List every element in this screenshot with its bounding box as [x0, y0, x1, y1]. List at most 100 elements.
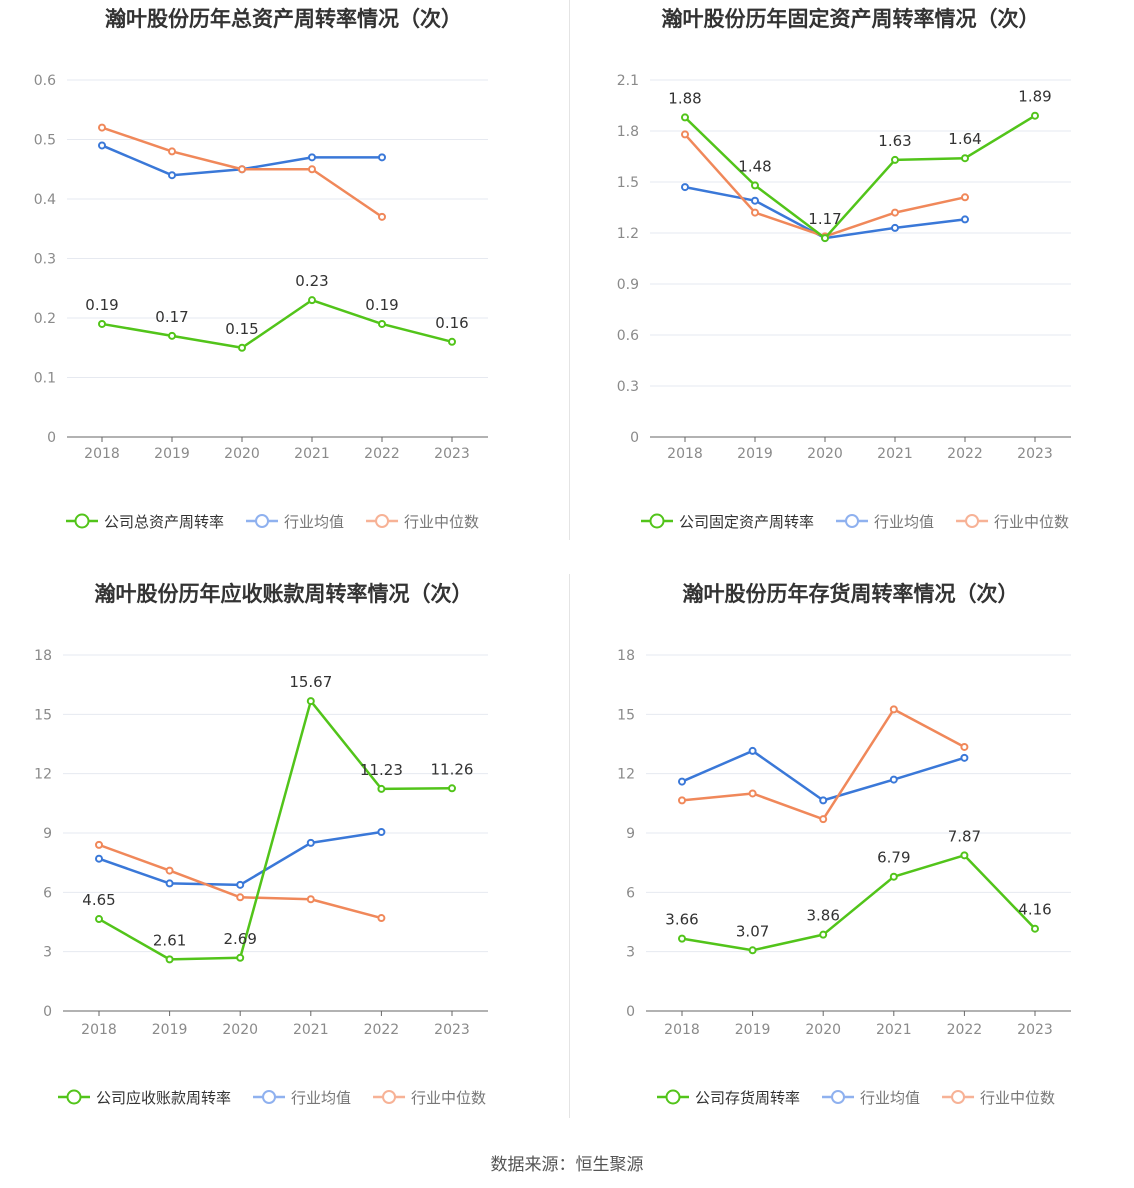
data-label: 1.63	[878, 132, 911, 150]
x-tick-label: 2018	[664, 1022, 700, 1038]
legend: 公司应收账款周转率 行业均值 行业中位数	[58, 1089, 486, 1107]
data-point	[960, 753, 969, 762]
data-label: 3.86	[806, 907, 839, 925]
x-tick-label: 2021	[877, 446, 913, 462]
data-point	[960, 851, 969, 860]
data-label: 11.23	[360, 761, 403, 779]
series-line	[681, 749, 965, 802]
series-company: 4.65 2.61 2.69 15.67 11.23 11.26	[82, 673, 474, 964]
data-point	[1031, 924, 1039, 933]
legend-entry-label: 行业均值	[291, 1089, 351, 1107]
data-point	[168, 171, 176, 180]
data-label: 1.48	[738, 157, 771, 175]
data-label: 0.15	[225, 320, 258, 338]
data-point	[678, 934, 686, 943]
chart-title: 瀚叶股份历年应收账款周转率情况（次）	[95, 582, 473, 606]
legend-swatch-marker	[382, 1090, 397, 1104]
legend: 公司固定资产周转率 行业均值 行业中位数	[641, 513, 1069, 531]
data-label: 1.89	[1018, 88, 1051, 106]
legend-entry-label: 行业均值	[860, 1089, 920, 1107]
series-line	[98, 830, 382, 887]
y-tick-label: 2.1	[617, 73, 639, 89]
y-tick-label: 9	[43, 826, 52, 842]
legend-entry-label: 公司总资产周转率	[104, 513, 224, 531]
y-tick-label: 3	[626, 945, 635, 961]
legend-swatch-marker	[665, 1089, 681, 1105]
x-tick-label: 2022	[364, 446, 400, 462]
series-company: 3.66 3.07 3.86 6.79 7.87 4.16	[665, 827, 1052, 955]
data-point	[306, 895, 315, 904]
y-tick-label: 0.1	[34, 371, 56, 387]
data-point	[98, 319, 106, 328]
x-tick-label: 2022	[947, 1022, 983, 1038]
y-tick-label: 6	[626, 885, 635, 901]
chart-panel-receivables: 瀚叶股份历年应收账款周转率情况（次） 0 3 6 9 12 15 18 2018 2019 2020…	[0, 574, 567, 1148]
legend-entry-label: 行业均值	[284, 513, 344, 531]
data-point	[95, 854, 103, 863]
series-industry_avg	[678, 746, 969, 805]
data-point	[306, 697, 315, 706]
data-point	[308, 153, 316, 162]
x-tick-label: 2020	[805, 1022, 841, 1038]
data-label: 1.88	[668, 89, 701, 107]
data-label: 0.16	[435, 314, 468, 332]
y-tick-label: 1.2	[617, 226, 639, 242]
legend-swatch-marker	[831, 1090, 846, 1104]
x-tick-label: 2020	[807, 446, 843, 462]
x-tick-label: 2023	[434, 1022, 470, 1038]
series-industry_median	[98, 123, 386, 221]
legend-entry-label: 行业中位数	[994, 513, 1069, 531]
data-point	[448, 337, 456, 346]
legend: 公司存货周转率 行业均值 行业中位数	[657, 1089, 1055, 1107]
data-label: 11.26	[431, 760, 474, 778]
legend-swatch-marker	[255, 514, 270, 528]
data-point	[377, 914, 386, 923]
legend-swatch-marker	[375, 514, 390, 528]
data-point	[165, 955, 174, 964]
data-label: 3.66	[665, 911, 698, 929]
data-label: 0.23	[295, 272, 328, 290]
data-point	[891, 208, 899, 217]
y-tick-label: 0.9	[617, 277, 639, 293]
y-tick-label: 0.3	[617, 379, 639, 395]
data-point	[308, 296, 316, 305]
data-point	[819, 796, 828, 805]
series-line	[681, 854, 1036, 952]
y-tick-label: 18	[34, 648, 52, 664]
chart-receivables-turnover: 瀚叶股份历年应收账款周转率情况（次） 0 3 6 9 12 15 18 2018 2019 2020…	[34, 582, 488, 1107]
data-point	[751, 181, 759, 190]
y-axis: 0 3 6 9 12 15 18	[34, 648, 488, 1020]
data-point	[821, 234, 829, 243]
data-point	[306, 838, 315, 847]
series-line	[101, 298, 453, 349]
y-tick-label: 3	[43, 945, 52, 961]
data-point	[238, 165, 246, 174]
y-tick-label: 9	[626, 826, 635, 842]
y-tick-label: 0	[630, 430, 639, 446]
chart-panel-inventory: 瀚叶股份历年存货周转率情况（次） 0 3 6 9 12 15 18 2018 2019 2020 20…	[567, 574, 1134, 1148]
data-point	[236, 880, 245, 889]
series-industry_median	[95, 840, 386, 923]
y-tick-label: 12	[34, 767, 52, 783]
y-tick-label: 12	[617, 767, 635, 783]
x-tick-label: 2019	[152, 1022, 188, 1038]
y-axis: 0 0.3 0.6 0.9 1.2 1.5 1.8 2.1	[617, 73, 1071, 446]
legend-entry-label: 行业中位数	[404, 513, 479, 531]
y-tick-label: 0	[47, 430, 56, 446]
legend: 公司总资产周转率 行业均值 行业中位数	[66, 513, 479, 531]
x-axis: 2018 2019 2020 2021 2022 2023	[67, 436, 488, 462]
data-point	[891, 223, 899, 232]
x-tick-label: 2020	[224, 446, 260, 462]
legend-entry-label: 行业中位数	[411, 1089, 486, 1107]
data-point	[165, 866, 174, 875]
x-tick-label: 2023	[1017, 446, 1053, 462]
data-label: 7.87	[948, 827, 981, 845]
data-point	[960, 742, 969, 751]
data-point	[95, 840, 103, 849]
data-point	[1031, 111, 1039, 120]
panel-divider-top	[569, 0, 570, 540]
legend-entry-label: 行业中位数	[980, 1089, 1055, 1107]
legend-swatch-marker	[262, 1090, 277, 1104]
data-label: 1.64	[948, 130, 981, 148]
